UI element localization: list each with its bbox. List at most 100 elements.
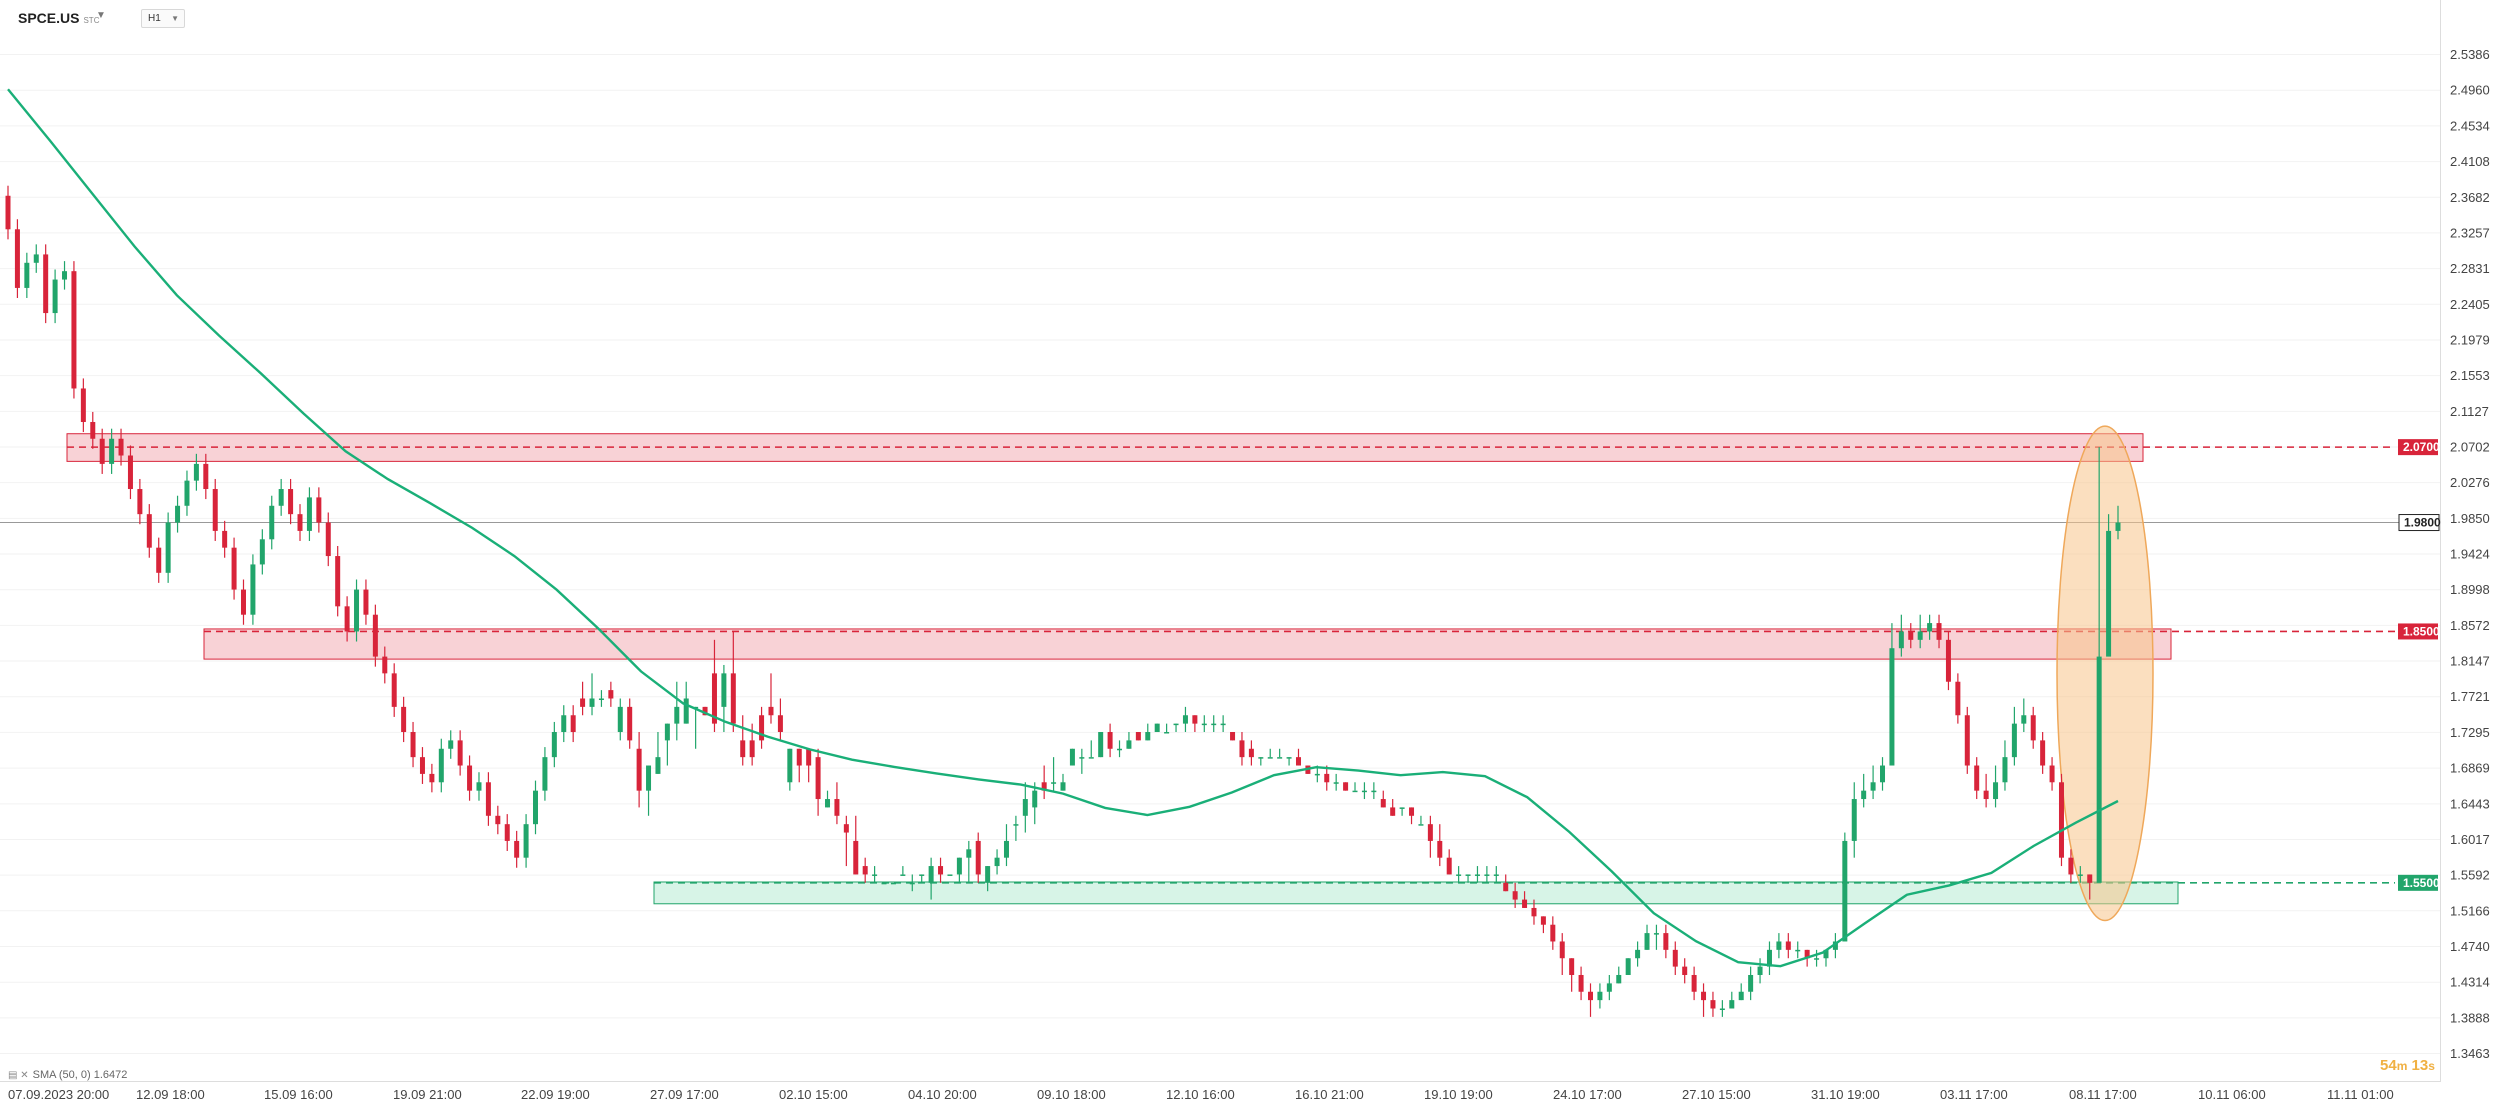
- x-tick-19-10-19-00: 19.10 19:00: [1424, 1087, 1493, 1102]
- candle-214: [2021, 698, 2027, 733]
- candle-171: [1616, 966, 1622, 984]
- candle-174: [1644, 924, 1650, 950]
- tag-label-resistance-lower: 1.8500: [2403, 624, 2440, 638]
- y-tick-1-3888: 1.3888: [2450, 1010, 2490, 1025]
- candle-86: [815, 748, 821, 816]
- candle-97: [919, 874, 925, 883]
- y-tick-2-4108: 2.4108: [2450, 154, 2490, 169]
- tag-label-current-price: 1.9800: [2404, 516, 2441, 530]
- chevron-down-icon: ▼: [171, 14, 179, 23]
- candle-37: [354, 579, 360, 642]
- candle-48: [457, 730, 463, 776]
- price-axis: 2.5386 2.4960 2.4534 2.4108 2.3682 2.3257 2.28…: [2440, 0, 2490, 1082]
- candle-42: [401, 696, 407, 743]
- candle-206: [1945, 631, 1951, 691]
- candle-89: [843, 815, 849, 867]
- candle-112: [1060, 773, 1066, 791]
- candle-184: [1738, 983, 1744, 1001]
- candle-102: [966, 840, 972, 883]
- y-tick-2-0276: 2.0276: [2450, 475, 2490, 490]
- candle-91: [862, 857, 868, 883]
- zone-resistance-lower: [203, 628, 2172, 660]
- candle-83: [787, 748, 793, 791]
- candle-56: [533, 780, 538, 835]
- tag-label-support: 1.5500: [2403, 876, 2440, 890]
- candle-111: [1051, 757, 1057, 791]
- candle-53: [504, 814, 510, 851]
- sma-legend[interactable]: ▤ ✕ SMA (50, 0) 1.6472: [8, 1069, 127, 1081]
- candle-38: [363, 579, 369, 625]
- candle-30: [288, 478, 294, 525]
- candle-215: [2030, 706, 2036, 749]
- candle-141: [1333, 773, 1339, 791]
- candle-205: [1936, 614, 1942, 649]
- candle-198: [1870, 765, 1876, 800]
- candles: [5, 185, 2121, 1017]
- x-tick-02-10-15-00: 02.10 15:00: [779, 1087, 848, 1102]
- symbol-name[interactable]: SPCE.US STC: [18, 10, 100, 26]
- candle-23: [222, 520, 228, 558]
- candle-108: [1022, 782, 1028, 833]
- candle-25: [240, 579, 246, 625]
- candle-13: [127, 445, 133, 500]
- candle-68: [646, 765, 652, 816]
- candle-116: [1098, 732, 1104, 758]
- candle-34: [325, 512, 331, 567]
- candle-94: [890, 882, 896, 885]
- timeframe-selector[interactable]: H1 ▼: [141, 9, 185, 28]
- y-tick-1-6869: 1.6869: [2450, 761, 2490, 776]
- candle-202: [1908, 623, 1914, 649]
- candle-201: [1898, 614, 1904, 657]
- y-tick-1-5592: 1.5592: [2450, 868, 2490, 883]
- candle-134: [1267, 748, 1273, 759]
- candle-217: [2049, 757, 2055, 791]
- tag-resistance-lower: [2398, 623, 2438, 640]
- candle-147: [1390, 799, 1396, 816]
- candle-188: [1776, 933, 1782, 959]
- candle-33: [316, 487, 322, 533]
- candle-125: [1182, 706, 1188, 733]
- candle-20: [193, 453, 199, 491]
- candle-109: [1032, 782, 1038, 825]
- candle-39: [372, 604, 378, 667]
- candle-40: [382, 646, 388, 684]
- candle-99: [938, 857, 944, 883]
- candle-71: [674, 681, 680, 741]
- candle-129: [1220, 715, 1226, 733]
- symbol-dropdown-icon[interactable]: ▼: [96, 10, 106, 21]
- candle-151: [1427, 815, 1433, 858]
- y-tick-1-8998: 1.8998: [2450, 582, 2490, 597]
- candle-155: [1465, 874, 1471, 883]
- candle-161: [1522, 891, 1528, 908]
- candle-152: [1437, 824, 1443, 867]
- candle-223: [2106, 514, 2112, 657]
- candle-216: [2040, 732, 2046, 774]
- candle-69: [655, 732, 661, 774]
- x-tick-16-10-21-00: 16.10 21:00: [1295, 1087, 1364, 1102]
- x-tick-22-09-19-00: 22.09 19:00: [521, 1087, 590, 1102]
- candle-105: [994, 849, 1000, 875]
- candle-44: [419, 747, 425, 784]
- candle-224: [2115, 505, 2121, 540]
- x-tick-19-09-21-00: 19.09 21:00: [393, 1087, 462, 1102]
- tag-current-price: [2398, 514, 2440, 532]
- candle-27: [259, 529, 265, 575]
- candle-114: [1079, 748, 1085, 774]
- candle-172: [1625, 958, 1631, 975]
- candle-187: [1766, 941, 1772, 975]
- candle-200: [1889, 623, 1895, 766]
- candle-183: [1729, 991, 1735, 1009]
- candle-142: [1343, 782, 1349, 791]
- candle-140: [1324, 765, 1330, 791]
- candle-66: [627, 698, 633, 749]
- x-tick-09-10-18-00: 09.10 18:00: [1037, 1087, 1106, 1102]
- candle-143: [1352, 782, 1358, 793]
- candle-72: [683, 681, 689, 724]
- candle-218: [2058, 773, 2064, 867]
- candle-61: [580, 681, 586, 716]
- candle-154: [1456, 866, 1462, 883]
- y-tick-1-6443: 1.6443: [2450, 796, 2490, 811]
- x-tick-08-11-17-00: 08.11 17:00: [2069, 1087, 2137, 1102]
- candle-136: [1286, 757, 1292, 766]
